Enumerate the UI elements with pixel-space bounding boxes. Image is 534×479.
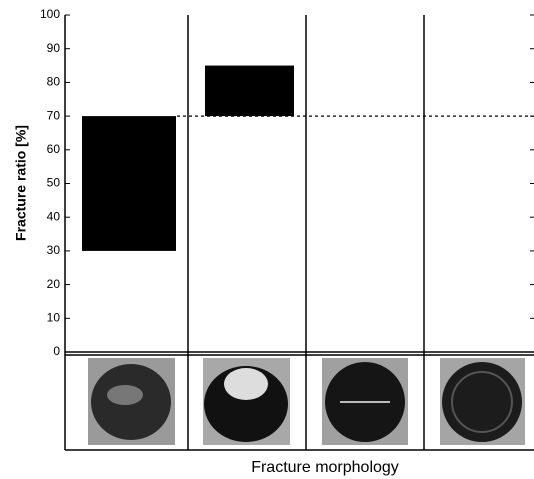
y-tick-label: 60 [47, 142, 61, 156]
fracture-photos [88, 358, 525, 445]
y-tick-label: 10 [47, 310, 61, 324]
y-tick-label: 30 [47, 243, 61, 257]
y-tick-label: 20 [47, 277, 61, 291]
y-tick-label: 50 [47, 176, 61, 190]
y-axis-title: Fracture ratio [%] [13, 125, 29, 241]
bar [82, 116, 176, 251]
frame [64, 15, 534, 451]
y-tick-label: 100 [40, 7, 60, 21]
y-tick-label: 0 [53, 344, 60, 358]
y-tick-label: 40 [47, 209, 61, 223]
bar [205, 65, 294, 117]
x-axis-title: Fracture morphology [251, 459, 399, 476]
y-tick-label: 90 [47, 41, 61, 55]
y-tick-label: 80 [47, 75, 61, 89]
y-tick-label: 70 [47, 108, 61, 122]
